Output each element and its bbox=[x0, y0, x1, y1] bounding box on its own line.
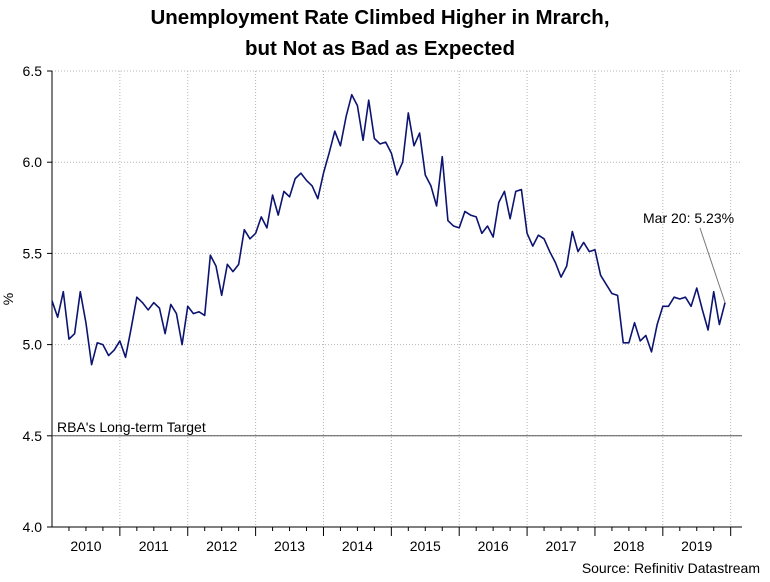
labels: % RBA's Long-term Target Mar 20: 5.23% S… bbox=[0, 210, 760, 576]
x-tick-label: 2016 bbox=[478, 538, 509, 554]
series-layer bbox=[51, 93, 726, 366]
y-tick-label: 4.5 bbox=[23, 428, 43, 444]
x-tick-label: 2015 bbox=[410, 538, 441, 554]
x-tick-label: 2011 bbox=[139, 538, 169, 554]
source-note: Source: Refinitiv Datastream bbox=[582, 560, 760, 576]
y-tick-label: 4.0 bbox=[23, 519, 43, 535]
y-axis-label: % bbox=[0, 293, 16, 305]
y-tick-label: 5.5 bbox=[23, 245, 43, 261]
x-tick-label: 2018 bbox=[613, 538, 644, 554]
x-tick-label: 2010 bbox=[70, 538, 101, 554]
x-tick-label: 2014 bbox=[342, 538, 373, 554]
y-tick-label: 6.0 bbox=[23, 154, 43, 170]
unemployment-rate-series-line bbox=[51, 93, 726, 366]
last-point-annotation: Mar 20: 5.23% bbox=[643, 210, 734, 226]
x-tick-label: 2017 bbox=[545, 538, 576, 554]
x-tick-label: 2012 bbox=[206, 538, 237, 554]
annotation-leader-line bbox=[699, 227, 726, 303]
chart-title-line-1: Unemployment Rate Climbed Higher in Mrar… bbox=[150, 6, 610, 29]
x-tick-label: 2013 bbox=[274, 538, 305, 554]
y-tick-label: 5.0 bbox=[23, 337, 43, 353]
target-line-label: RBA's Long-term Target bbox=[57, 419, 206, 435]
x-tick-label: 2019 bbox=[681, 538, 712, 554]
grid bbox=[52, 70, 742, 527]
chart-title-line-2: but Not as Bad as Expected bbox=[245, 37, 515, 60]
axes: 4.0 4.5 5.0 5.5 6.0 6.5 2010 2011 2012 2013 2014 20… bbox=[23, 63, 742, 554]
y-tick-label: 6.5 bbox=[23, 63, 43, 79]
chart-title: Unemployment Rate Climbed Higher in Mrar… bbox=[0, 2, 760, 64]
